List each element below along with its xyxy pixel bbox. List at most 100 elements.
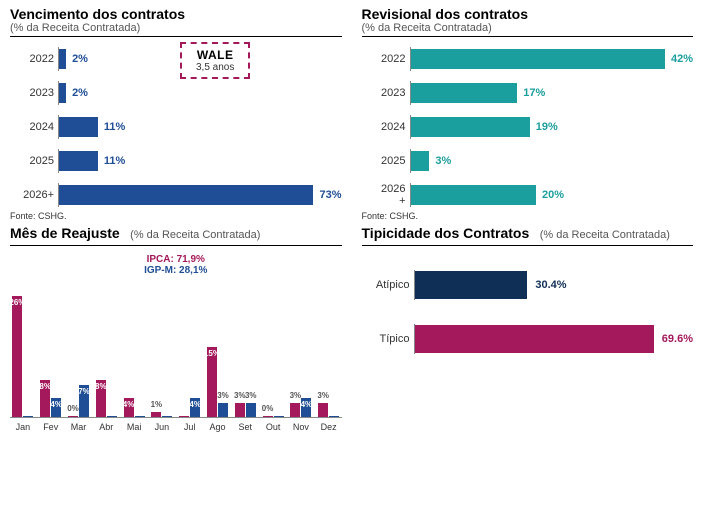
month-column: 8% 4% [38,380,64,417]
wale-title: WALE [196,48,234,62]
bar-row: 2025 3% [362,149,694,173]
bar-value: 17% [523,87,545,99]
bar-row: 2026+73% [10,183,342,207]
month-label: Abr [93,422,119,432]
month-column: 8% [93,380,119,417]
bar-label: 2026+ [10,189,58,201]
panel-tipicidade: Tipicidade dos Contratos (% da Receita C… [362,225,694,432]
source-vencimento: Fonte: CSHG. [10,211,342,221]
bar-ipca-value: 15% [204,349,220,358]
bar-label: 2024 [10,121,58,133]
bar-ipca: 8% [96,380,106,417]
bar-track: 17% [410,81,694,105]
panel-mes: Mês de Reajuste (% da Receita Contratada… [10,225,342,432]
divider [10,36,342,37]
month-label: Set [232,422,258,432]
title-vencimento: Vencimento dos contratos [10,6,342,22]
bar-igpm [274,416,284,417]
bar [411,49,665,69]
month-column: 4% [177,398,203,417]
bar-igpm: 4% [190,398,200,417]
bar [59,83,66,103]
divider [10,245,342,246]
month-column: 1% [149,412,175,417]
month-label: Nov [288,422,314,432]
month-label: Fev [38,422,64,432]
bar [59,117,98,137]
chart-vencimento: 2022 2% 2023 2% 2024 11%2025 11% 2026+73% [10,47,342,207]
bar-label: 2025 [10,155,58,167]
subtitle-mes: (% da Receita Contratada) [130,229,260,241]
bar-label: 2022 [10,53,58,65]
bar-value: 11% [104,155,125,167]
bar-ipca: 0% [263,416,273,417]
bar-track: 42% [410,47,694,71]
month-label: Mar [66,422,92,432]
tip-bar [415,271,528,299]
bar-value: 2% [72,53,88,65]
bar-value: 3% [435,155,451,167]
bar-ipca-value: 3% [317,391,329,400]
bar-igpm-value: 4% [301,400,313,409]
bar-row: 2025 11% [10,149,342,173]
bar [59,151,98,171]
tip-track: 69.6% [414,324,694,354]
bar-value: 20% [542,189,564,201]
bar-ipca-value: 4% [123,400,135,409]
bar-igpm: 4% [301,398,311,417]
bar-ipca: 8% [40,380,50,417]
bar-ipca: 0% [68,416,78,417]
subtitle-revisional: (% da Receita Contratada) [362,22,694,34]
bar-ipca: 3% [318,403,328,417]
month-label: Ago [205,422,231,432]
bar-ipca: 3% [290,403,300,417]
month-column: 15%3% [205,347,231,417]
tip-track: 30.4% [414,270,694,300]
legend-igpm: IGP-M: 28,1% [10,265,342,276]
bar-label: 2025 [362,155,410,167]
tip-row: Atípico 30.4% [362,270,694,300]
bar-ipca-value: 3% [234,391,246,400]
tip-bar [415,325,654,353]
bar-ipca-value: 8% [39,382,51,391]
title-revisional: Revisional dos contratos [362,6,694,22]
month-column: 0% [260,416,286,417]
title-tipicidade: Tipicidade dos Contratos [362,225,530,241]
subtitle-tipicidade: (% da Receita Contratada) [540,229,670,241]
bar-ipca: 15% [207,347,217,417]
bar-label: 2024 [362,121,410,133]
wale-box: WALE 3,5 anos [180,42,250,79]
bar-ipca-value: 0% [262,404,274,413]
month-column: 3%4% [288,398,314,417]
title-mes: Mês de Reajuste [10,225,120,241]
bar-igpm-value: 4% [189,400,201,409]
legend-ipca: IPCA: 71,9% [10,254,342,265]
month-label: Jan [10,422,36,432]
bar-row: 202242% [362,47,694,71]
month-column: 4% [121,398,147,417]
month-label: Jun [149,422,175,432]
month-column: 3%3% [232,403,258,417]
bar-ipca-value: 0% [67,404,79,413]
month-label: Dez [316,422,342,432]
bar-igpm [135,416,145,417]
panel-revisional: Revisional dos contratos (% da Receita C… [362,6,694,221]
tip-label: Atípico [362,279,414,291]
tip-value: 30.4% [535,279,566,291]
bar-label: 2026 + [362,183,410,207]
month-label: Jul [177,422,203,432]
bar-track: 73% [58,183,342,207]
bar-igpm-value: 4% [50,400,62,409]
bar [59,185,313,205]
source-revisional: Fonte: CSHG. [362,211,694,221]
divider [362,245,694,246]
chart-mes: 26%8%4%0%7%8%4%1%4%15%3%3%3%0%3%4%3% Jan… [10,282,342,432]
month-column: 3% [316,403,342,417]
bar [59,49,66,69]
bar-value: 2% [72,87,88,99]
bar [411,117,530,137]
bar-ipca-value: 26% [9,298,25,307]
wale-sub: 3,5 anos [196,62,234,73]
bar-ipca [179,416,189,417]
bar-label: 2023 [10,87,58,99]
